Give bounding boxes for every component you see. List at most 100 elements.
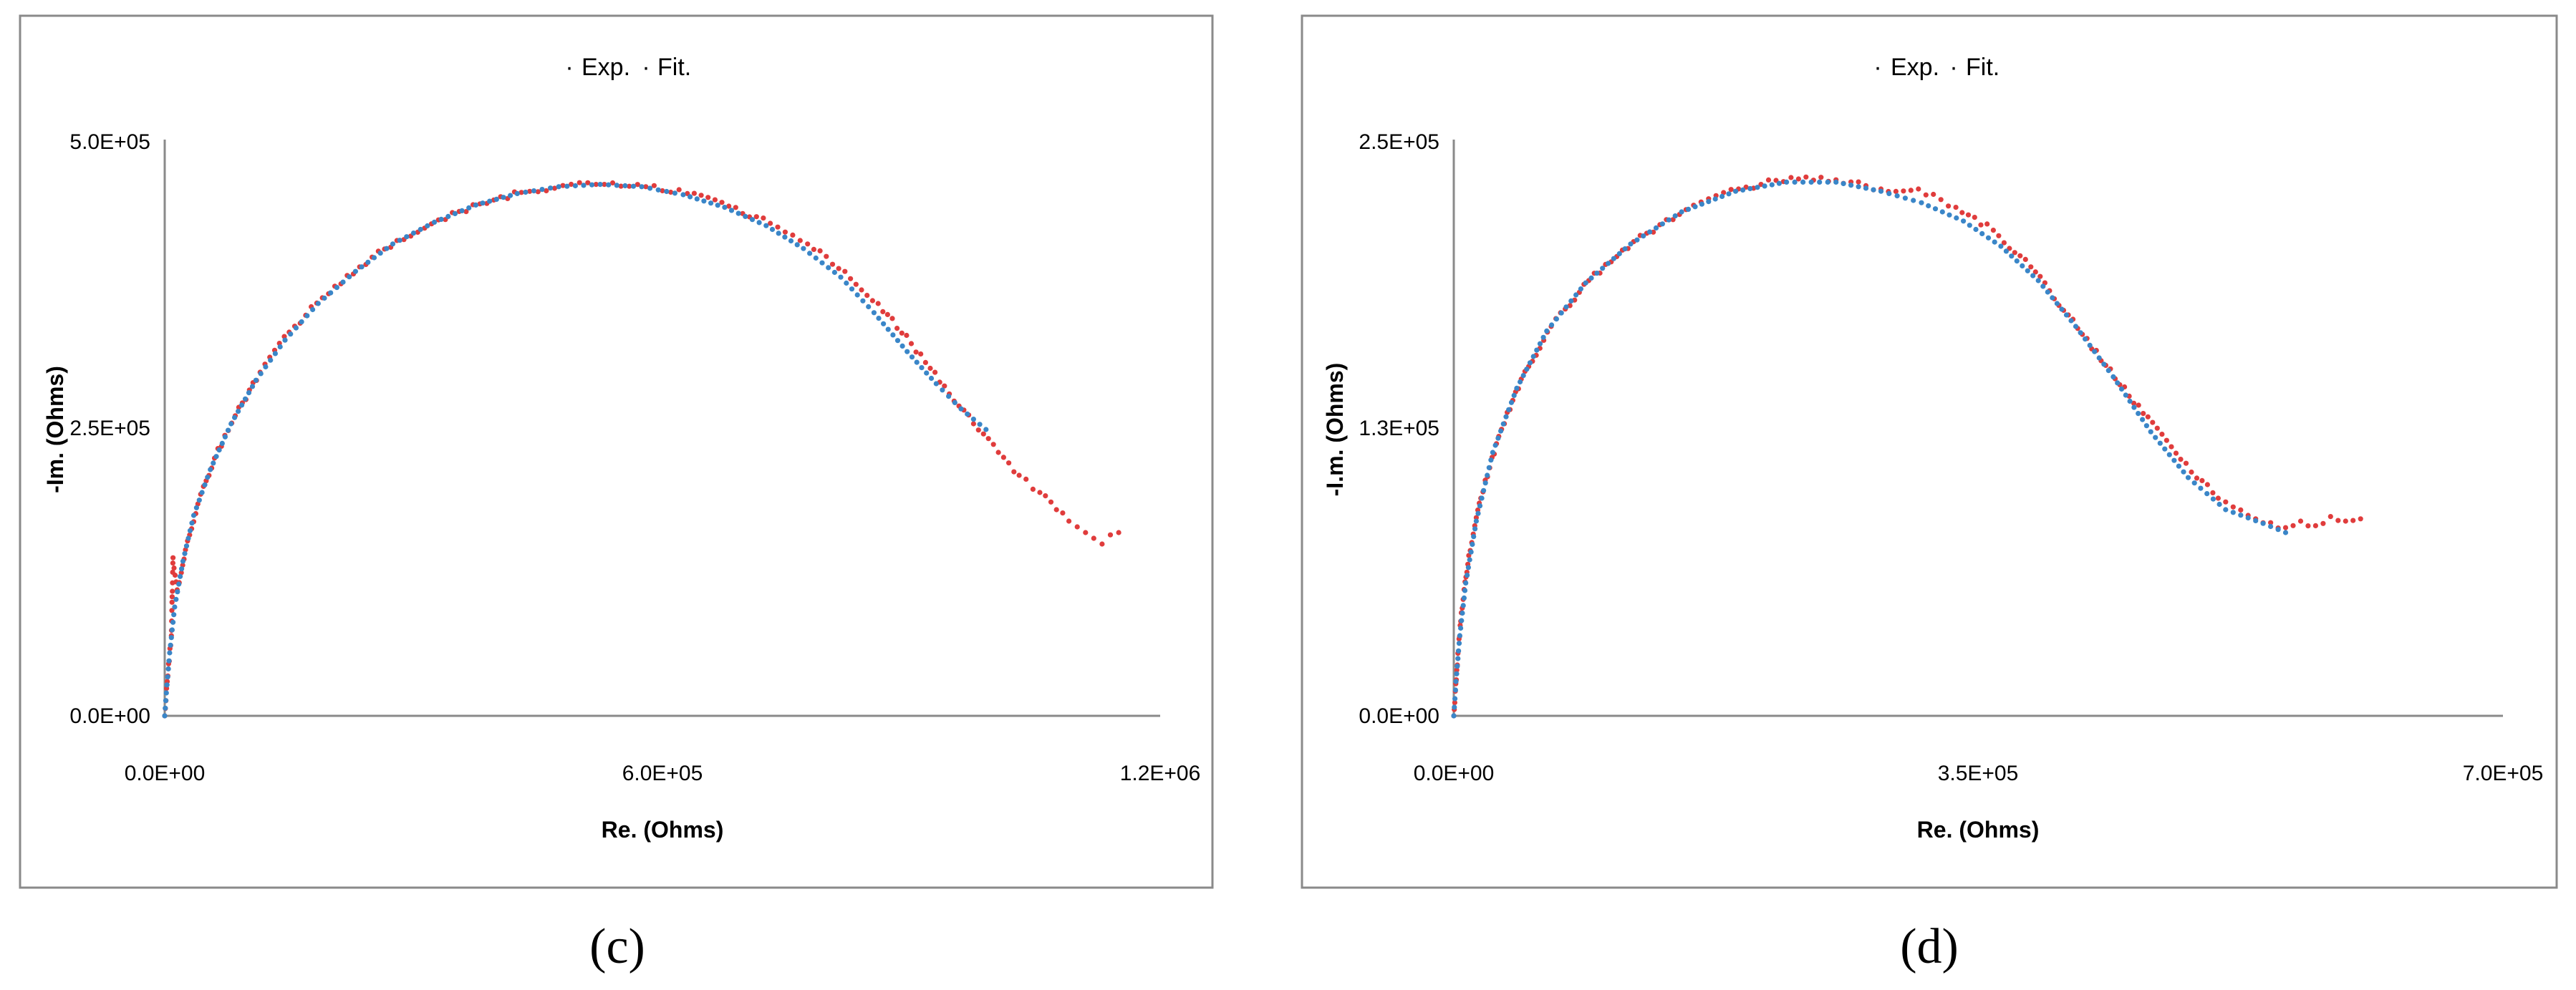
data-point-fit	[1692, 204, 1698, 210]
data-point-exp	[1011, 469, 1017, 475]
data-point-exp	[560, 183, 566, 188]
data-point-fit	[794, 242, 800, 248]
data-point-fit	[167, 650, 173, 656]
data-point-exp	[169, 599, 175, 605]
data-point-fit	[1455, 664, 1460, 669]
data-point-fit	[597, 182, 603, 188]
data-point-fit	[866, 304, 872, 310]
data-point-fit	[885, 326, 891, 332]
data-point-fit	[263, 364, 269, 370]
data-point-fit	[894, 338, 901, 344]
data-point-fit	[410, 230, 417, 236]
data-point-fit	[556, 184, 561, 190]
data-point-fit	[940, 387, 945, 393]
data-point-fit	[1457, 633, 1462, 639]
data-point-fit	[1606, 261, 1611, 266]
data-point-exp	[1959, 210, 1965, 215]
data-point-exp	[875, 301, 881, 306]
data-point-exp	[635, 182, 640, 188]
data-point-fit	[438, 216, 444, 222]
data-point-fit	[1919, 200, 1924, 205]
data-point-exp	[1946, 203, 1952, 209]
legend-marker-exp: ·	[1873, 54, 1881, 81]
data-point-fit	[179, 566, 185, 572]
data-point-exp	[1037, 490, 1043, 495]
data-point-exp	[1030, 486, 1036, 492]
data-point-fit	[170, 619, 176, 625]
legend-marker-fit: ·	[642, 54, 650, 81]
data-point-fit	[1776, 180, 1782, 186]
data-point-fit	[171, 612, 177, 618]
data-point-fit	[2063, 312, 2070, 318]
data-point-fit	[404, 234, 410, 240]
data-point-fit	[914, 359, 920, 365]
x-tick-label: 0.0E+00	[125, 762, 206, 785]
data-point-fit	[1453, 679, 1459, 684]
data-point-fit	[1452, 687, 1458, 693]
data-point-fit	[2171, 457, 2177, 463]
data-point-fit	[2087, 342, 2093, 348]
data-point-fit	[493, 196, 499, 202]
data-point-exp	[2204, 482, 2210, 487]
data-point-fit	[531, 188, 537, 194]
data-point-fit	[1792, 179, 1798, 185]
data-point-fit	[831, 269, 837, 276]
data-point-fit	[860, 298, 866, 304]
data-point-exp	[2022, 256, 2028, 262]
data-point-fit	[1699, 201, 1704, 207]
data-point-fit	[199, 490, 205, 495]
data-point-fit	[431, 219, 438, 225]
data-point-fit	[2230, 510, 2236, 515]
data-point-fit	[1549, 322, 1555, 328]
data-point-fit	[2198, 485, 2204, 491]
data-point-fit	[819, 260, 825, 266]
legend-label-exp: Exp.	[582, 54, 630, 81]
data-point-fit	[225, 427, 231, 433]
data-point-fit	[1573, 292, 1579, 298]
data-point-fit	[1628, 241, 1634, 247]
data-point-exp	[899, 330, 905, 336]
data-point-fit	[1477, 503, 1483, 509]
data-point-exp	[1060, 510, 1066, 516]
data-point-fit	[473, 202, 479, 208]
data-point-fit	[190, 513, 197, 518]
data-point-fit	[1460, 610, 1465, 616]
data-point-exp	[2268, 520, 2274, 525]
data-point-fit	[163, 690, 169, 696]
data-point-fit	[253, 377, 259, 383]
data-point-fit	[1961, 218, 1967, 224]
data-point-fit	[1537, 341, 1543, 346]
data-point-fit	[1784, 179, 1790, 185]
data-point-fit	[208, 467, 213, 472]
data-point-exp	[1091, 535, 1096, 541]
data-point-exp	[170, 555, 176, 560]
data-point-fit	[589, 182, 595, 188]
y-axis-title: -Im. (Ohms)	[42, 366, 68, 493]
data-point-fit	[749, 217, 756, 223]
data-point-fit	[2181, 469, 2186, 475]
data-point-fit	[970, 417, 976, 422]
data-point-fit	[211, 460, 216, 466]
data-point-exp	[768, 220, 773, 226]
data-point-exp	[1066, 518, 1072, 524]
data-point-exp	[2017, 253, 2023, 258]
data-point-fit	[1462, 588, 1468, 593]
data-point-exp	[1452, 699, 1457, 706]
y-tick-label: 5.0E+05	[69, 130, 150, 154]
data-point-fit	[1492, 442, 1498, 448]
data-point-fit	[1911, 198, 1916, 203]
data-point-fit	[672, 190, 678, 196]
data-point-fit	[2162, 446, 2168, 452]
data-point-exp	[1107, 532, 1114, 538]
data-point-fit	[322, 295, 327, 301]
y-axis-title: -I.m. (Ohms)	[1322, 363, 1348, 497]
data-point-fit	[236, 409, 241, 414]
data-point-fit	[680, 192, 686, 198]
data-point-exp	[2350, 518, 2356, 523]
data-point-fit	[1932, 206, 1939, 212]
data-point-exp	[2136, 402, 2141, 408]
data-point-exp	[593, 182, 599, 188]
data-point-fit	[756, 220, 762, 225]
data-point-fit	[1659, 221, 1665, 227]
data-point-fit	[1679, 209, 1684, 215]
